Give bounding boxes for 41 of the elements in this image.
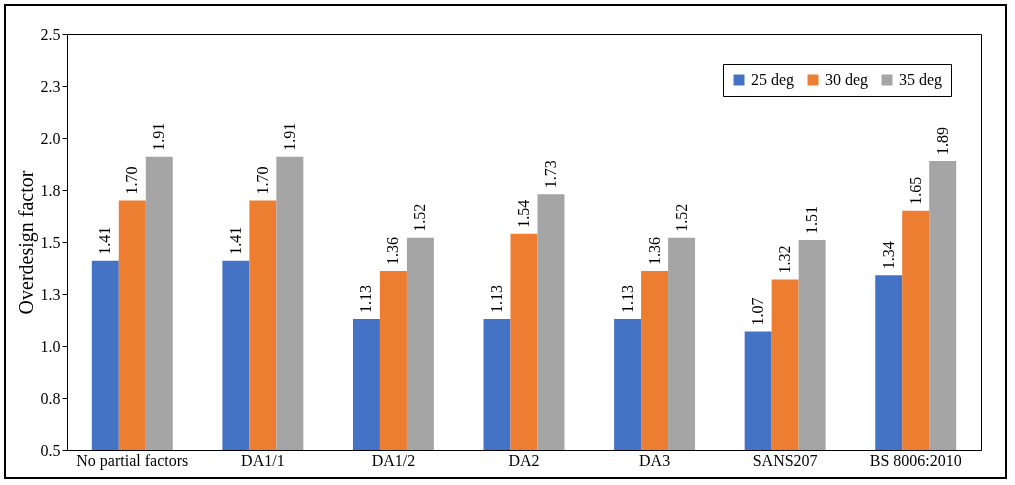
y-tick-label: 1.3	[40, 285, 61, 303]
data-label: 1.52	[411, 203, 429, 232]
y-tick-label: 1.0	[40, 337, 61, 355]
data-label: 1.13	[618, 284, 636, 313]
data-label: 1.91	[280, 122, 298, 151]
data-label: 1.36	[645, 237, 663, 266]
legend-label: 35 deg	[899, 71, 943, 89]
x-tick-label: DA2	[508, 451, 540, 469]
data-label: 1.89	[933, 126, 951, 155]
data-label: 1.70	[253, 166, 271, 195]
data-label: 1.73	[541, 160, 559, 189]
legend-label: 30 deg	[825, 71, 869, 89]
y-tick-label: 0.5	[40, 441, 61, 459]
data-label: 1.91	[150, 122, 168, 151]
x-tick-label: BS 8006:2010	[869, 451, 962, 469]
y-tick-label: 1.8	[40, 181, 61, 199]
x-tick-label: No partial factors	[76, 451, 189, 470]
data-label: 1.51	[803, 205, 821, 234]
data-label: 1.41	[226, 226, 244, 255]
data-label: 1.13	[357, 284, 375, 313]
data-label: 1.34	[879, 241, 897, 270]
x-tick-label: DA1/2	[371, 451, 416, 469]
data-label: 1.52	[672, 203, 690, 232]
data-label: 1.70	[123, 166, 141, 195]
y-tick-label: 2.0	[40, 129, 61, 147]
data-label: 1.13	[488, 284, 506, 313]
x-tick-label: DA3	[639, 451, 671, 469]
y-axis-title: Overdesign factor	[14, 170, 38, 315]
data-label: 1.32	[776, 245, 794, 274]
x-tick-label: SANS207	[752, 451, 818, 469]
data-label: 1.36	[384, 237, 402, 266]
data-label: 1.65	[906, 176, 924, 205]
y-tick-label: 0.8	[40, 389, 61, 407]
data-label: 1.07	[749, 297, 767, 326]
data-label: 1.41	[96, 226, 114, 255]
y-tick-label: 1.5	[40, 233, 61, 251]
y-tick-label: 2.3	[40, 77, 61, 95]
x-tick-label: DA1/1	[241, 451, 285, 469]
y-tick-label: 2.5	[40, 25, 61, 43]
data-label: 1.54	[515, 199, 532, 228]
legend-label: 25 deg	[751, 71, 795, 89]
